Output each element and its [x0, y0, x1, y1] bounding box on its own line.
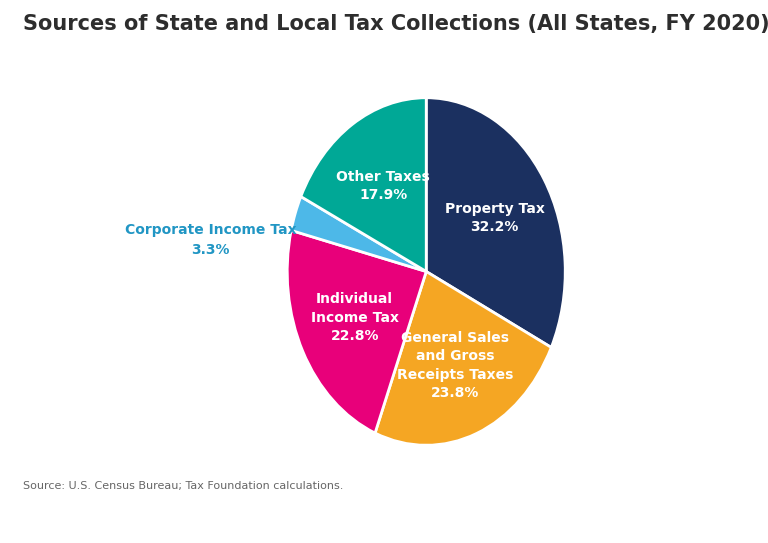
Wedge shape	[301, 98, 426, 272]
Text: General Sales
and Gross
Receipts Taxes
23.8%: General Sales and Gross Receipts Taxes 2…	[397, 331, 514, 400]
Wedge shape	[426, 98, 565, 348]
Text: @TaxFoundation: @TaxFoundation	[627, 515, 753, 530]
Text: Property Tax
32.2%: Property Tax 32.2%	[445, 202, 545, 234]
Text: Sources of State and Local Tax Collections (All States, FY 2020): Sources of State and Local Tax Collectio…	[23, 14, 768, 34]
Text: Source: U.S. Census Bureau; Tax Foundation calculations.: Source: U.S. Census Bureau; Tax Foundati…	[23, 481, 343, 490]
Wedge shape	[291, 197, 426, 272]
Text: Corporate Income Tax
3.3%: Corporate Income Tax 3.3%	[125, 224, 296, 257]
Wedge shape	[287, 230, 426, 433]
Text: TAX FOUNDATION: TAX FOUNDATION	[15, 515, 167, 530]
Wedge shape	[375, 272, 551, 445]
Text: Individual
Income Tax
22.8%: Individual Income Tax 22.8%	[310, 293, 399, 343]
Text: Other Taxes
17.9%: Other Taxes 17.9%	[336, 170, 430, 203]
